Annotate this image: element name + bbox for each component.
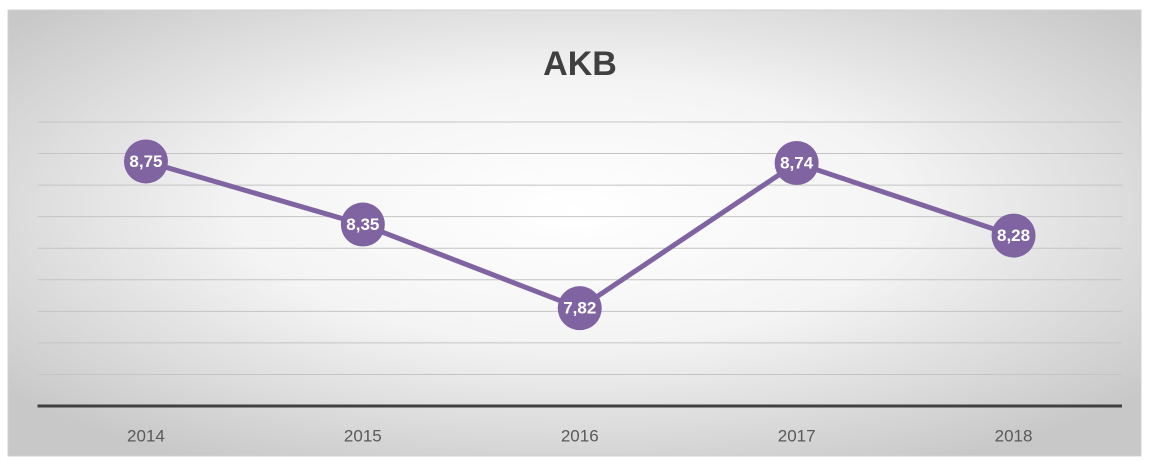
marker <box>123 139 168 184</box>
marker <box>340 202 385 247</box>
marker <box>991 213 1036 258</box>
x-tick-label: 2017 <box>778 426 816 445</box>
chart-title: AKB <box>543 45 617 83</box>
data-label: 8,35 <box>346 215 379 234</box>
chart-background <box>7 9 1142 457</box>
data-label: 8,75 <box>129 152 162 171</box>
data-label: 7,82 <box>563 299 596 318</box>
x-tick-label: 2018 <box>995 426 1033 445</box>
x-tick-label: 2015 <box>344 426 382 445</box>
x-tick-label: 2014 <box>127 426 165 445</box>
x-tick-label: 2016 <box>561 426 599 445</box>
marker <box>774 141 819 186</box>
marker <box>557 286 602 331</box>
data-label: 8,74 <box>780 154 814 173</box>
data-label: 8,28 <box>997 226 1030 245</box>
